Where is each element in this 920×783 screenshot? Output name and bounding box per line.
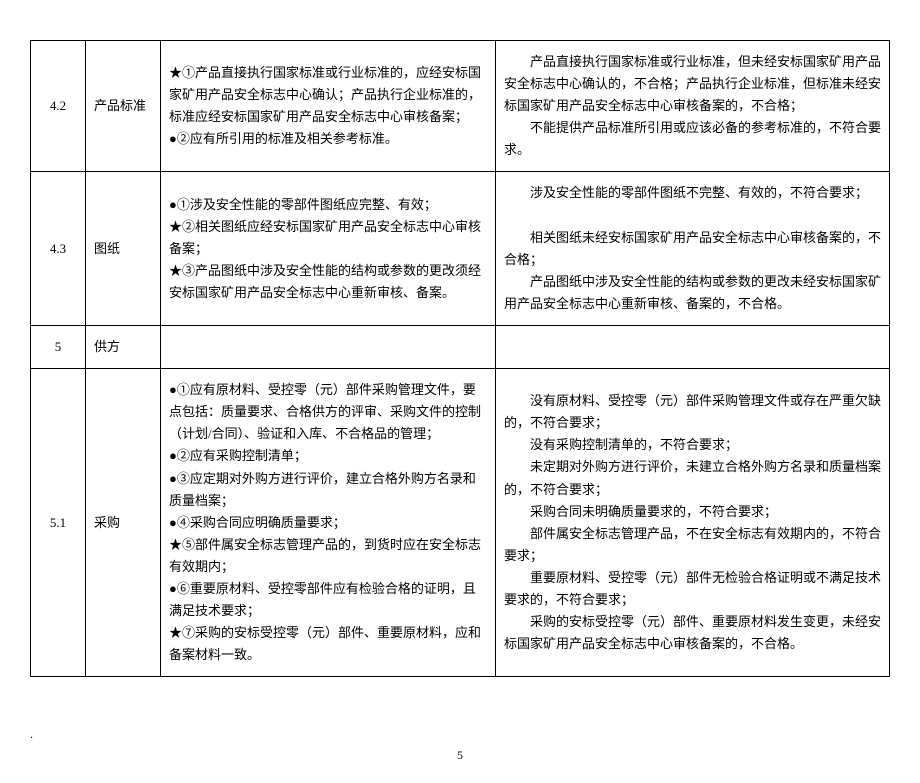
table-row: 5供方 — [31, 326, 890, 369]
row-id: 5 — [31, 326, 86, 369]
table-row: 5.1采购●①应有原材料、受控零（元）部件采购管理文件，要点包括：质量要求、合格… — [31, 369, 890, 677]
footer-dot: . — [30, 727, 890, 742]
row-judgement: 涉及安全性能的零部件图纸不完整、有效的，不符合要求； 相关图纸未经安标国家矿用产… — [496, 172, 890, 326]
document-table: 4.2产品标准★①产品直接执行国家标准或行业标准的，应经安标国家矿用产品安全标志… — [30, 40, 890, 677]
row-judgement: 产品直接执行国家标准或行业标准，但未经安标国家矿用产品安全标志中心确认的，不合格… — [496, 41, 890, 172]
row-name: 采购 — [86, 369, 161, 677]
row-criteria — [161, 326, 496, 369]
row-id: 5.1 — [31, 369, 86, 677]
row-criteria: ●①应有原材料、受控零（元）部件采购管理文件，要点包括：质量要求、合格供方的评审… — [161, 369, 496, 677]
row-judgement: 没有原材料、受控零（元）部件采购管理文件或存在严重欠缺的，不符合要求；没有采购控… — [496, 369, 890, 677]
page-number: 5 — [30, 748, 890, 763]
row-criteria: ●①涉及安全性能的零部件图纸应完整、有效；★②相关图纸应经安标国家矿用产品安全标… — [161, 172, 496, 326]
row-judgement — [496, 326, 890, 369]
row-name: 供方 — [86, 326, 161, 369]
row-id: 4.2 — [31, 41, 86, 172]
row-criteria: ★①产品直接执行国家标准或行业标准的，应经安标国家矿用产品安全标志中心确认；产品… — [161, 41, 496, 172]
row-name: 图纸 — [86, 172, 161, 326]
row-id: 4.3 — [31, 172, 86, 326]
row-name: 产品标准 — [86, 41, 161, 172]
table-row: 4.3图纸●①涉及安全性能的零部件图纸应完整、有效；★②相关图纸应经安标国家矿用… — [31, 172, 890, 326]
table-body: 4.2产品标准★①产品直接执行国家标准或行业标准的，应经安标国家矿用产品安全标志… — [31, 41, 890, 677]
table-row: 4.2产品标准★①产品直接执行国家标准或行业标准的，应经安标国家矿用产品安全标志… — [31, 41, 890, 172]
